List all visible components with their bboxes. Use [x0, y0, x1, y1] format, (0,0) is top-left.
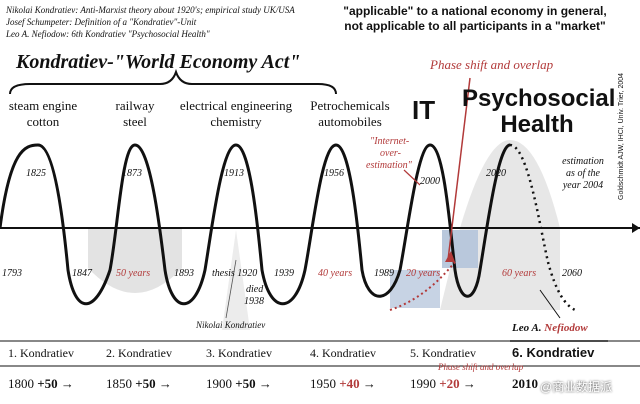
trough-1893: 1893 — [174, 268, 194, 279]
projection-dotted — [509, 143, 576, 312]
main-title: Kondratiev-"World Economy Act" — [16, 51, 301, 73]
note-kondratiev: Nikolai Kondratiev: Anti-Marxist theory … — [6, 5, 295, 15]
innovation-4-line1: Petrochemicals — [310, 98, 390, 113]
peak-1956: 1956 — [324, 168, 344, 179]
overlap-box-1 — [442, 230, 478, 268]
cycle-3: 3. Kondratiev — [206, 346, 272, 360]
nikolai-leader — [225, 259, 237, 319]
estimation-line-2: as of the — [566, 168, 600, 179]
internet-label-3: estimation" — [366, 160, 412, 171]
year-row-2: 1850 +50 → — [106, 376, 172, 391]
quote-line-2: not applicable to all participants in a … — [344, 19, 606, 33]
estimation-line-3: year 2004 — [562, 180, 604, 191]
innovation-1-line1: steam engine — [8, 98, 78, 113]
died-year: 1938 — [244, 296, 264, 307]
innovation-5-it: IT — [412, 95, 436, 125]
shade-region-thesis — [222, 230, 250, 330]
title-brace — [9, 68, 337, 95]
cycle-4: 4. Kondratiev — [310, 346, 376, 360]
phase-shift-arrow — [447, 77, 471, 261]
year-row-3: 1900 +50 → — [206, 376, 272, 391]
duration-20-years: 20 years — [406, 268, 441, 279]
year-row-6: 2010 — [512, 376, 538, 391]
duration-50-years: 50 years — [116, 268, 151, 279]
nikolai-label: Nikolai Kondratiev — [196, 320, 266, 330]
internet-label-2: over- — [380, 148, 401, 159]
thesis-1920: thesis 1920 — [212, 268, 258, 279]
year-row-1: 1800 +50 → — [8, 376, 74, 391]
peak-2020: 2020 — [486, 168, 506, 179]
kondratiev-wave-curve — [0, 143, 511, 305]
note-nefiodow: Leo A. Nefiodow: 6th Kondratiev "Psychos… — [6, 29, 210, 39]
innovation-3-line2: chemistry — [210, 114, 262, 129]
year-row-5: 1990 +20 → — [410, 376, 476, 391]
innovation-2-line1: railway — [115, 98, 155, 113]
phase-shift-label: Phase shift and overlap — [430, 57, 554, 72]
cycle-6: 6. Kondratiev — [512, 345, 595, 360]
innovation-1-line2: cotton — [26, 114, 60, 129]
trough-2060: 2060 — [562, 268, 582, 279]
trough-1939: 1939 — [274, 268, 294, 279]
quote-line-1: "applicable" to a national economy in ge… — [343, 4, 607, 18]
duration-60-years: 60 years — [502, 268, 537, 279]
peak-1825: 1825 — [26, 168, 46, 179]
innovation-6-line2: Health — [500, 111, 574, 138]
time-axis-arrowhead — [632, 223, 640, 233]
innovation-6-line1: Psychosocial — [462, 85, 616, 112]
died-label: died — [246, 284, 264, 295]
innovation-3-line1: electrical engineering — [179, 98, 293, 113]
peak-1913: 1913 — [224, 168, 244, 179]
leo-nefiodow-label: Leo A. Nefiodow — [512, 322, 588, 334]
peak-1873: 1873 — [122, 168, 142, 179]
internet-arrow — [403, 169, 421, 186]
vertical-credit: Goldschmidt AJW, IHCI, Univ. Trier, 2004 — [618, 72, 625, 200]
innovation-2-line2: steel — [123, 114, 147, 129]
cycle-2: 2. Kondratiev — [106, 346, 172, 360]
bottom-phase-shift: Phase shift and overlap — [438, 362, 524, 372]
internet-label-1: "Internet- — [370, 136, 410, 147]
trough-1847: 1847 — [72, 268, 92, 279]
innovation-4-line2: automobiles — [318, 114, 382, 129]
cycle-5: 5. Kondratiev — [410, 346, 476, 360]
cycle-1: 1. Kondratiev — [8, 346, 74, 360]
duration-40-years: 40 years — [318, 268, 353, 279]
estimation-line-1: estimation — [562, 156, 604, 167]
note-schumpeter: Josef Schumpeter: Definition of a "Kondr… — [6, 17, 197, 27]
watermark: @商业数据派 — [540, 380, 613, 394]
leo-leader — [539, 289, 561, 319]
year-row-4: 1950 +40 → — [310, 376, 376, 391]
shade-region-2 — [88, 228, 182, 293]
trough-1793: 1793 — [2, 268, 22, 279]
peak-2000: 2000 — [420, 176, 440, 187]
trough-1989: 1989 — [374, 268, 394, 279]
